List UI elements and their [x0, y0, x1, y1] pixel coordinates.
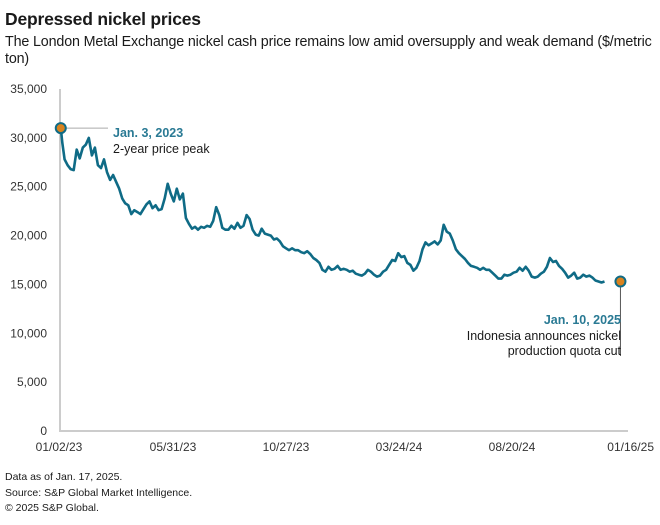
chart-footer: Data as of Jan. 17, 2025. Source: S&P Gl…: [5, 470, 192, 517]
peak-annotation-date: Jan. 3, 2023: [113, 126, 183, 140]
chart-title: Depressed nickel prices: [5, 9, 201, 29]
y-tick-label: 35,000: [10, 82, 47, 96]
end-annotation-text-1: Indonesia announces nickel: [467, 329, 621, 343]
nickel-price-line: [59, 127, 605, 284]
y-tick-label: 25,000: [10, 180, 47, 194]
footer-data-date: Data as of Jan. 17, 2025.: [5, 471, 123, 483]
x-tick-label: 01/16/25: [607, 440, 654, 454]
y-tick-label: 30,000: [10, 131, 47, 145]
x-tick-label: 05/31/23: [150, 440, 197, 454]
y-tick-label: 20,000: [10, 229, 47, 243]
y-tick-label: 10,000: [10, 326, 47, 340]
footer-copyright: © 2025 S&P Global.: [5, 502, 99, 514]
end-annotation-text-2: production quota cut: [508, 344, 622, 358]
y-axis-ticks: 0 5,000 10,000 15,000 20,000 25,000 30,000 35,0…: [10, 82, 47, 438]
chart-subtitle: The London Metal Exchange nickel cash pr…: [5, 34, 652, 67]
footer-source: Source: S&P Global Market Intelligence.: [5, 486, 193, 499]
x-axis-ticks: 01/02/23 05/31/23 10/27/23 03/24/24 08/20/24…: [36, 440, 655, 454]
peak-annotation-text: 2-year price peak: [113, 142, 210, 156]
x-tick-label: 03/24/24: [376, 440, 423, 454]
peak-marker: [54, 122, 67, 135]
x-tick-label: 08/20/24: [489, 440, 536, 454]
x-tick-label: 01/02/23: [36, 440, 83, 454]
y-tick-label: 15,000: [10, 277, 47, 291]
y-tick-label: 0: [40, 424, 47, 438]
x-tick-label: 10/27/23: [263, 440, 310, 454]
end-annotation-date: Jan. 10, 2025: [544, 313, 621, 327]
end-marker: [614, 275, 627, 288]
y-tick-label: 5,000: [17, 375, 47, 389]
